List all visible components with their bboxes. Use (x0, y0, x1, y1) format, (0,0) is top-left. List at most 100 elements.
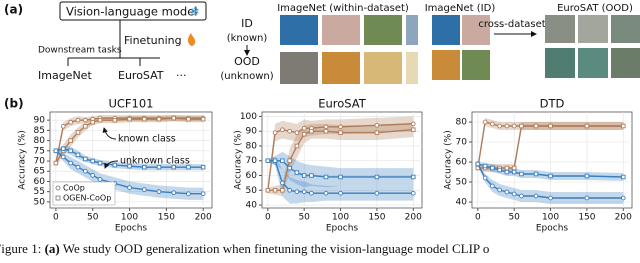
band (55, 148, 204, 200)
x-tick-label: 150 (158, 213, 175, 223)
legend-label: OGEN-CoOp (63, 194, 111, 203)
marker (272, 158, 278, 163)
thumbnail (364, 15, 402, 45)
thumbnail (462, 15, 490, 45)
marker (309, 173, 314, 178)
task-label: EuroSAT (118, 69, 164, 82)
marker (504, 165, 510, 171)
marker (511, 169, 517, 175)
marker (265, 158, 271, 163)
marker (374, 174, 380, 180)
ood-sub: (unknown) (220, 71, 273, 82)
thumbnail (432, 50, 460, 80)
marker (410, 190, 416, 196)
marker (323, 124, 329, 130)
marker (533, 193, 539, 199)
marker (112, 162, 118, 168)
marker (186, 116, 191, 122)
x-tick-label: 200 (195, 213, 212, 223)
thumbnail (578, 48, 608, 78)
cross-ood-title: EuroSAT (OOD) (557, 3, 633, 14)
marker (171, 164, 176, 170)
marker (272, 130, 278, 136)
marker (294, 130, 300, 136)
marker (68, 160, 73, 166)
marker (200, 164, 206, 170)
marker (548, 123, 553, 129)
model-box (59, 1, 207, 21)
marker (497, 123, 502, 129)
marker (621, 174, 626, 180)
marker (533, 123, 539, 129)
marker (338, 190, 343, 196)
marker (280, 127, 285, 133)
marker (533, 171, 539, 177)
legend-marker (55, 185, 61, 191)
marker (272, 188, 278, 193)
y-tick-label: 75 (34, 146, 45, 156)
marker (68, 138, 73, 143)
marker (287, 158, 292, 163)
y-tick-label: 70 (246, 156, 258, 166)
marker (75, 130, 81, 135)
ood-label: OOD (234, 55, 260, 68)
y-tick-label: 90 (246, 127, 258, 137)
marker (309, 128, 314, 134)
band (267, 122, 414, 197)
y-axis-label: Accuracy (%) (444, 130, 454, 190)
y-tick-label: 50 (246, 186, 258, 196)
marker (323, 128, 329, 134)
marker (97, 160, 103, 166)
marker (490, 183, 495, 189)
marker (482, 119, 488, 125)
marker (186, 164, 191, 170)
task-label: ··· (176, 69, 187, 82)
y-tick-label: 60 (34, 177, 46, 187)
chart-title: UCF101 (108, 97, 153, 111)
marker (53, 160, 59, 166)
marker (61, 146, 66, 152)
thumbnail (406, 15, 418, 45)
caption-prefix: Figure 1: (0, 241, 41, 256)
caption-text: We study OOD generalization when finetun… (63, 241, 490, 256)
model-label: Vision-language model (66, 5, 197, 19)
marker (411, 127, 416, 132)
marker (287, 128, 292, 134)
marker (323, 190, 329, 196)
x-tick-label: 100 (332, 213, 349, 223)
marker (97, 177, 103, 182)
thumbnail (611, 15, 640, 43)
marker (142, 116, 147, 122)
marker (301, 125, 307, 131)
marker (548, 195, 553, 201)
marker (504, 123, 510, 129)
marker (186, 191, 191, 197)
annotation-arrow (104, 160, 119, 169)
downstream-label: Downstream tasks (38, 46, 122, 56)
x-tick-label: 0 (265, 213, 271, 223)
marker (75, 117, 81, 123)
x-axis-label: Epochs (115, 224, 148, 234)
marker (519, 171, 524, 177)
y-tick-label: 100 (240, 112, 257, 122)
marker (97, 117, 103, 123)
y-tick-label: 80 (34, 136, 46, 146)
marker (511, 191, 517, 197)
marker (374, 130, 380, 135)
marker (141, 187, 147, 192)
thumbnail (280, 15, 318, 45)
caption: Figure 1: (a) We study OOD generalizatio… (0, 241, 489, 256)
marker (142, 164, 147, 170)
snowflake: ❄ (190, 5, 200, 19)
marker (200, 191, 206, 197)
y-tick-label: 50 (34, 197, 46, 207)
marker (265, 188, 271, 193)
y-tick-label: 70 (34, 157, 46, 167)
chart-title: EuroSAT (318, 97, 367, 111)
thumbnail (280, 52, 318, 84)
id-sub: (known) (227, 33, 268, 44)
thumbnail (611, 48, 640, 78)
marker (374, 122, 380, 128)
marker (83, 156, 88, 162)
